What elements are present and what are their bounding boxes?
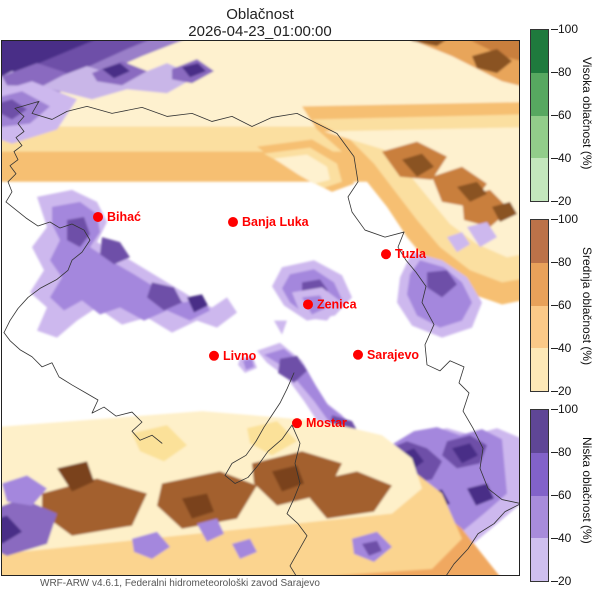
svg-text:Sarajevo: Sarajevo — [367, 348, 419, 362]
svg-text:Mostar: Mostar — [306, 416, 347, 430]
svg-text:Zenica: Zenica — [317, 297, 358, 311]
svg-text:Tuzla: Tuzla — [395, 247, 427, 261]
svg-text:Livno: Livno — [223, 349, 257, 363]
svg-text:Banja Luka: Banja Luka — [242, 215, 310, 229]
svg-text:Bihać: Bihać — [107, 210, 141, 224]
